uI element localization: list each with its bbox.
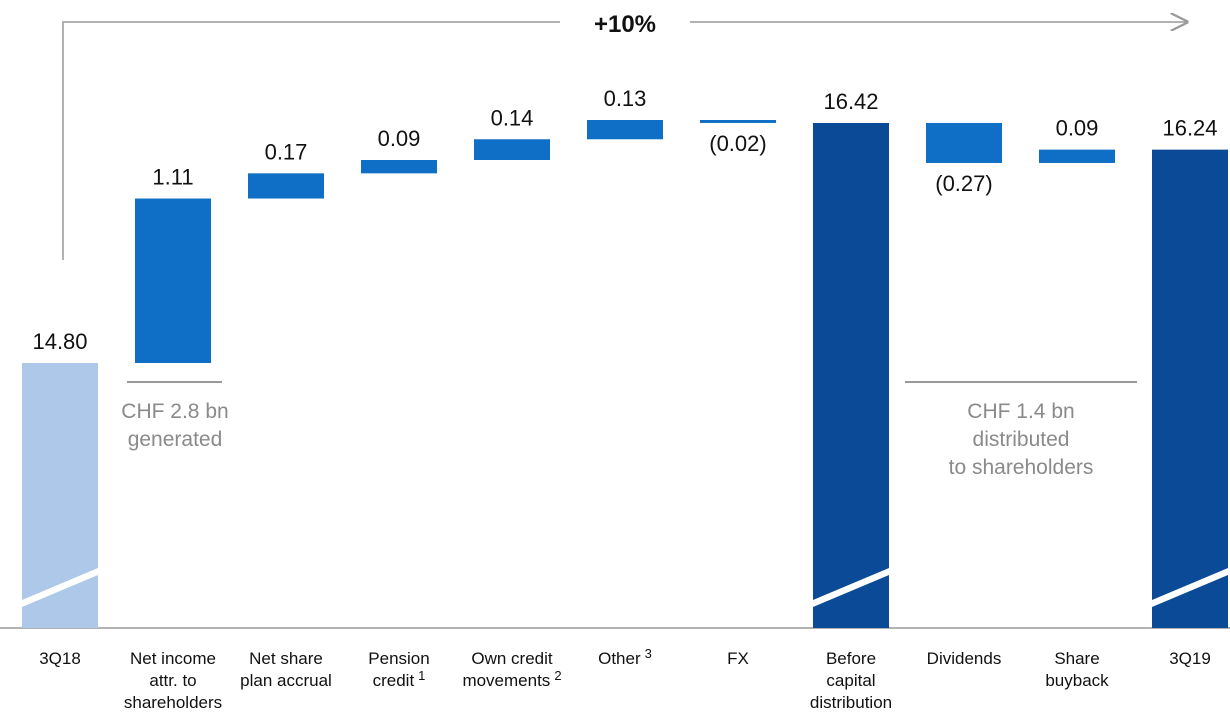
value-label: 0.17 — [265, 139, 308, 164]
bar — [248, 173, 324, 199]
x-tick-label-line: 3Q18 — [39, 649, 81, 668]
annotation: generated — [128, 428, 223, 451]
axis-break — [22, 568, 98, 607]
bar — [700, 120, 776, 123]
x-tick-label-line: 3Q19 — [1169, 649, 1211, 668]
x-tick-label: FX — [727, 649, 749, 668]
x-tick-label: plan accrual — [240, 671, 332, 690]
value-label: (0.02) — [709, 131, 766, 156]
value-label: 14.80 — [32, 329, 87, 354]
annotation: CHF 2.8 bn — [121, 400, 228, 423]
value-label: 0.13 — [604, 86, 647, 111]
x-tick-label: Net share — [249, 649, 323, 668]
x-tick-label: movements 2 — [462, 668, 561, 690]
value-label: 0.14 — [491, 105, 534, 130]
x-tick-label-line: plan accrual — [240, 671, 332, 690]
footnote-mark: 2 — [554, 668, 561, 683]
bar — [1152, 149, 1228, 628]
annotation: to shareholders — [949, 456, 1094, 479]
x-tick-label-line: distribution — [810, 693, 892, 712]
annotation: CHF 1.4 bn — [967, 400, 1074, 423]
x-tick-label: 3Q19 — [1169, 649, 1211, 668]
x-tick-label-line: Dividends — [927, 649, 1002, 668]
growth-bracket — [62, 21, 560, 260]
x-tick-label: distribution — [810, 693, 892, 712]
value-label: 16.42 — [823, 89, 878, 114]
bar — [813, 122, 889, 629]
x-tick-label: Share — [1054, 649, 1099, 668]
bar — [474, 139, 550, 161]
x-tick-label-line: Other — [598, 649, 641, 668]
x-tick-label-line: Own credit — [471, 649, 553, 668]
x-tick-label-line: capital — [826, 671, 875, 690]
bar — [587, 120, 663, 140]
value-label: 0.09 — [1056, 116, 1099, 141]
x-tick-label: attr. to — [149, 671, 196, 690]
x-tick-label: Own credit — [471, 649, 553, 668]
bar — [22, 363, 98, 628]
x-tick-label-line: Before — [826, 649, 876, 668]
annotation: distributed — [973, 428, 1070, 451]
x-tick-label-line: Share — [1054, 649, 1099, 668]
bar — [1039, 149, 1115, 163]
value-label: (0.27) — [935, 171, 992, 196]
x-tick-label: buyback — [1045, 671, 1109, 690]
x-tick-label-line: movements — [462, 671, 550, 690]
x-tick-label-line: Pension — [368, 649, 429, 668]
x-tick-label-line: credit — [373, 671, 415, 690]
x-tick-label-line: Net income — [130, 649, 216, 668]
x-tick-label-line: buyback — [1045, 671, 1109, 690]
axis-break — [1152, 568, 1228, 607]
bar — [361, 160, 437, 174]
x-tick-label: 3Q18 — [39, 649, 81, 668]
bar — [926, 122, 1002, 163]
footnote-mark: 1 — [418, 668, 425, 683]
x-tick-label: shareholders — [124, 693, 222, 712]
bar — [135, 198, 211, 363]
axis-break — [813, 568, 889, 607]
footnote-mark: 3 — [645, 646, 652, 661]
x-tick-label-line: attr. to — [149, 671, 196, 690]
x-tick-label: capital — [826, 671, 875, 690]
x-tick-label: Net income — [130, 649, 216, 668]
x-tick-label-line: Net share — [249, 649, 323, 668]
x-tick-label: Other 3 — [598, 646, 652, 668]
x-tick-label: Dividends — [927, 649, 1002, 668]
x-tick-label-line: FX — [727, 649, 749, 668]
value-label: 1.11 — [152, 165, 193, 190]
x-tick-label-line: shareholders — [124, 693, 222, 712]
value-label: 16.24 — [1162, 116, 1217, 141]
value-label: 0.09 — [378, 126, 421, 151]
x-tick-label: Before — [826, 649, 876, 668]
x-tick-label: credit 1 — [373, 668, 426, 690]
growth-label: +10% — [594, 11, 656, 38]
x-tick-label: Pension — [368, 649, 429, 668]
